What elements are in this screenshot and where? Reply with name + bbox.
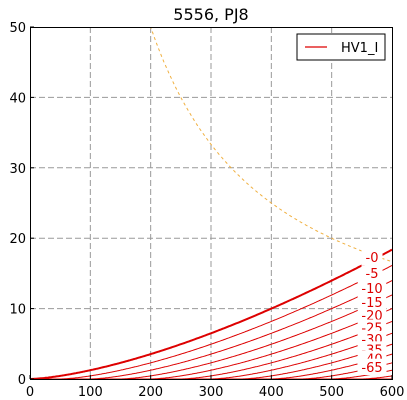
plot-frame xyxy=(30,27,393,380)
y-tick-label: 0 xyxy=(18,373,26,388)
curve-label: -65 xyxy=(361,361,382,376)
x-tick-label: 100 xyxy=(78,385,103,400)
axis-ticks: 0 100 200 300 400 500 600 0 10 20 30 40 50 xyxy=(9,21,404,400)
dissipation-curve xyxy=(150,27,391,262)
legend: HV1_I xyxy=(296,33,386,61)
y-tick-label: 20 xyxy=(9,232,26,247)
x-tick-label: 0 xyxy=(26,385,34,400)
x-tick-label: 300 xyxy=(199,385,224,400)
x-tick-label: 600 xyxy=(380,385,405,400)
x-tick-label: 200 xyxy=(138,385,163,400)
curve-label: -0 xyxy=(366,251,379,266)
anode-curve xyxy=(30,353,392,379)
curve-label-bg xyxy=(357,279,387,296)
curve-label-bg xyxy=(361,249,383,266)
anode-curve xyxy=(30,332,392,379)
anode-curve xyxy=(30,308,392,379)
anode-curve xyxy=(30,280,392,379)
y-tick-label: 10 xyxy=(9,303,26,318)
curve-label: -10 xyxy=(361,282,382,297)
curve-label-bg xyxy=(357,307,387,324)
curve-label-bg xyxy=(361,265,383,282)
curve-label-bg xyxy=(357,359,387,375)
chart-title: 5556, PJ8 xyxy=(173,5,248,24)
curve-label-bg xyxy=(357,293,387,310)
anode-curve xyxy=(30,343,392,379)
anode-curve xyxy=(30,294,392,379)
x-tick-label: 400 xyxy=(259,385,284,400)
y-tick-label: 50 xyxy=(9,21,26,36)
anode-curve xyxy=(30,248,392,379)
x-tick-label: 500 xyxy=(319,385,344,400)
y-tick-label: 30 xyxy=(9,162,26,177)
curve-label: -5 xyxy=(366,267,379,282)
y-tick-label: 40 xyxy=(9,91,26,106)
legend-label: HV1_I xyxy=(341,41,378,56)
